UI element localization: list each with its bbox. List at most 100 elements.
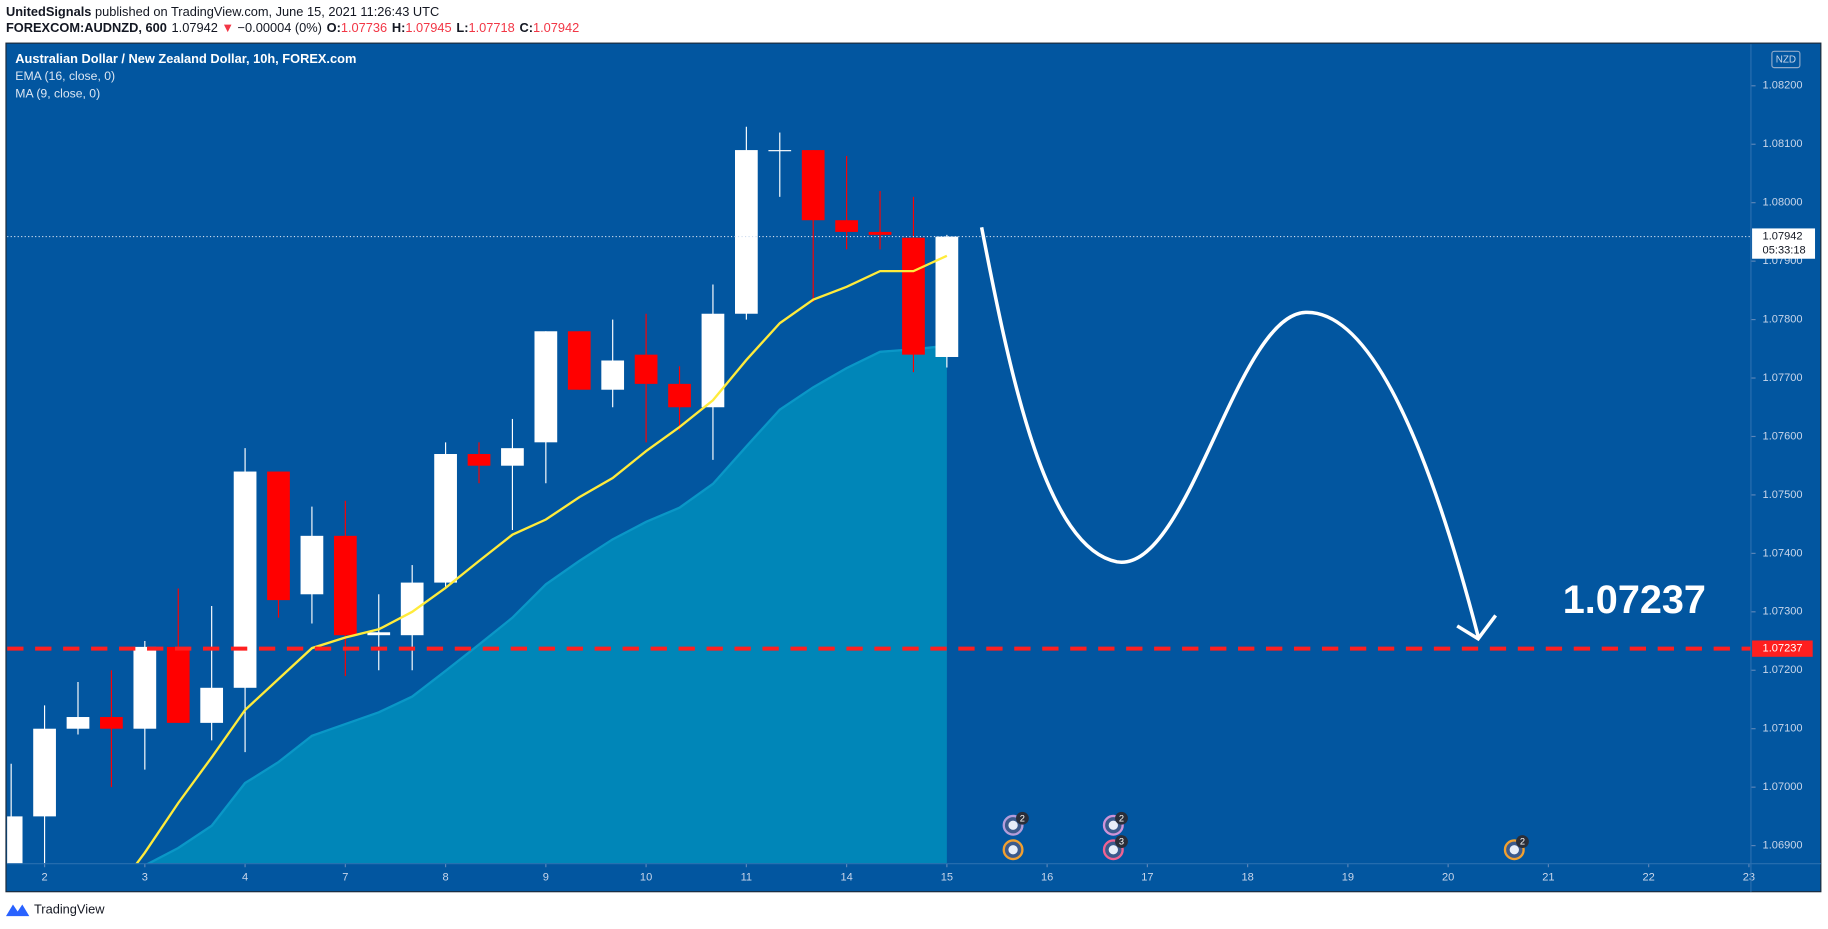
target-price-tag: [1752, 640, 1813, 657]
candle-body: [434, 454, 457, 583]
candle-body: [768, 150, 792, 152]
ma-area: [111, 345, 947, 864]
candle-body: [7, 816, 23, 864]
candle-body: [534, 331, 558, 443]
chart-title: Australian Dollar / New Zealand Dollar, …: [15, 51, 356, 66]
event-badge-label: 2: [1119, 813, 1124, 823]
header-line: UnitedSignals published on TradingView.c…: [6, 4, 439, 19]
candle-body: [400, 582, 424, 636]
y-tick-label: 1.07900: [1763, 255, 1803, 267]
symbol: FOREXCOM:AUDNZD, 600: [6, 21, 167, 36]
x-tick-label: 4: [242, 872, 248, 884]
candle-body: [701, 313, 725, 408]
candle-body: [200, 687, 224, 723]
x-tick-label: 23: [1743, 872, 1755, 884]
x-tick-label: 15: [941, 872, 953, 884]
candle-body: [734, 150, 758, 314]
event-flag: [1108, 820, 1118, 830]
logo-icon: [5, 904, 30, 917]
candle-body: [467, 454, 491, 466]
event-badge-label: 2: [1520, 837, 1525, 847]
y-tick-label: 1.07100: [1763, 723, 1803, 735]
candle-body: [133, 646, 157, 729]
l: 1.07718: [468, 21, 514, 36]
event-flag: [1108, 845, 1118, 855]
y-tick-label: 1.07700: [1763, 372, 1803, 384]
c: 1.07942: [533, 21, 579, 36]
event-flag: [1509, 845, 1519, 855]
legend-ema: EMA (16, close, 0): [15, 69, 115, 83]
y-tick-label: 1.07200: [1763, 664, 1803, 676]
o-label: O:: [327, 21, 341, 36]
y-tick-label: 1.07400: [1763, 547, 1803, 559]
event-flag: [1008, 845, 1018, 855]
target-price-label: 1.07237: [1763, 643, 1803, 655]
y-tick-label: 1.07800: [1763, 314, 1803, 326]
ema-line: [135, 254, 948, 864]
legend-ma: MA (9, close, 0): [15, 87, 100, 101]
countdown: 05:33:18: [1763, 244, 1806, 256]
x-tick-label: 14: [840, 872, 852, 884]
candle-body: [634, 354, 658, 384]
o: 1.07736: [341, 21, 387, 36]
currency-badge: [1771, 50, 1801, 69]
x-tick-label: 7: [342, 872, 348, 884]
candle-body: [333, 535, 357, 636]
event-badge: [1516, 835, 1529, 848]
last-price-label: 1.07942: [1763, 231, 1803, 243]
candle-body: [233, 471, 257, 688]
event-badge-label: 3: [1119, 837, 1124, 847]
candle-body: [835, 220, 858, 232]
candle-body: [567, 331, 591, 390]
y-tick-label: 1.06900: [1763, 840, 1803, 852]
y-tick-label: 1.07600: [1763, 430, 1803, 442]
y-tick-label: 1.08000: [1763, 197, 1803, 209]
candle-body: [868, 231, 892, 235]
x-tick-label: 3: [142, 872, 148, 884]
target-annotation: 1.07237: [1563, 578, 1706, 622]
arrow: ▼: [221, 21, 234, 36]
ma-line: [145, 344, 947, 864]
x-tick-label: 20: [1442, 872, 1454, 884]
x-tick-label: 19: [1342, 872, 1354, 884]
x-tick-label: 11: [741, 872, 752, 884]
y-tick-label: 1.07500: [1763, 489, 1803, 501]
last-price-tag: [1752, 228, 1816, 259]
published: published on TradingView.com, June 15, 2…: [91, 4, 439, 19]
overlay: 1.08200 1.08100 1.08000 1.07900 1.07800 1.077…: [7, 44, 1821, 892]
x-tick-label: 22: [1642, 872, 1654, 884]
candle-body: [601, 360, 625, 390]
c-label: C:: [519, 21, 533, 36]
candle-body: [367, 632, 391, 636]
candle-body: [300, 535, 324, 595]
candle-body: [166, 646, 190, 723]
event-badge: [1115, 835, 1128, 848]
candle-body: [66, 717, 90, 729]
author: UnitedSignals: [6, 4, 91, 19]
candle-body: [668, 383, 691, 408]
projection-arrowhead: [1456, 614, 1498, 642]
x-tick-label: 10: [640, 872, 652, 884]
x-tick-label: 21: [1542, 872, 1554, 884]
event-badge: [1115, 811, 1128, 825]
l-label: L:: [456, 21, 468, 36]
brand: TradingView: [34, 902, 105, 917]
x-tick-label: 2: [41, 872, 47, 884]
footer-logo: TradingView: [5, 902, 105, 917]
event-badge: [1015, 811, 1029, 825]
x-tick-label: 8: [443, 872, 449, 884]
h-label: H:: [392, 21, 406, 36]
change: −0.00004 (0%): [238, 21, 322, 36]
x-tick-label: 18: [1241, 872, 1253, 884]
event-flag: [1008, 820, 1018, 830]
price: 1.07942: [172, 21, 218, 36]
event-badge-label: 2: [1020, 813, 1025, 823]
projection-curve: [979, 226, 1480, 637]
y-tick-label: 1.08200: [1763, 80, 1803, 92]
candle-body: [935, 236, 959, 357]
quote-line: FOREXCOM:AUDNZD, 600 1.07942 ▼ −0.00004 (0%…: [6, 21, 579, 36]
candle-body: [33, 728, 56, 817]
plot-area: [7, 126, 1751, 864]
